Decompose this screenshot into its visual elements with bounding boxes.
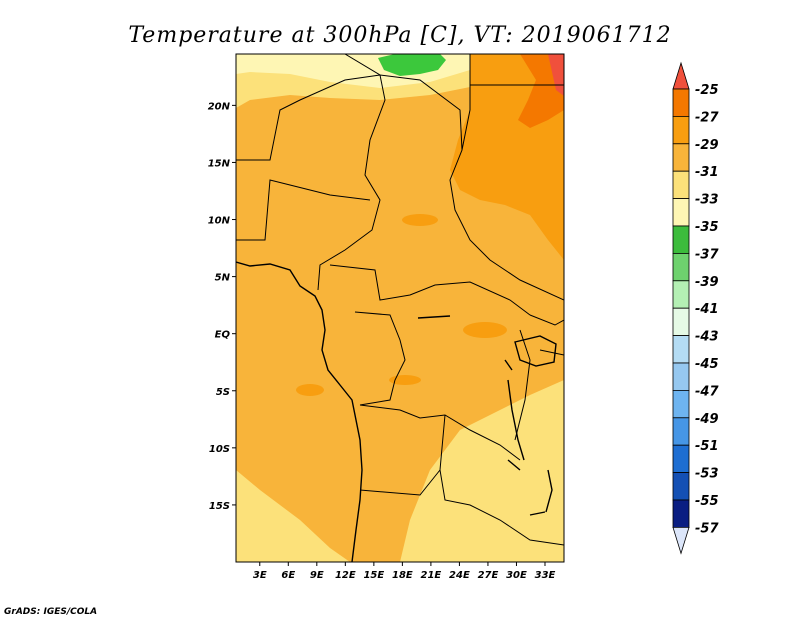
colorbar-swatch [672, 170, 690, 199]
lon-tick-label: 33E [535, 570, 556, 581]
longitude-axis: 3E 6E 9E 12E 15E 18E 21E 24E 27E 30E 33E [253, 562, 556, 581]
latitude-axis: 20N 15N 10N 5N EQ 5S 10S 15S [208, 101, 236, 512]
colorbar-swatch [672, 198, 690, 227]
lake-victoria [514, 335, 557, 367]
colorbar-label: -25 [695, 83, 719, 98]
lon-tick-label: 12E [335, 570, 356, 581]
lat-tick-label: EQ [215, 330, 231, 341]
colorbar-label: -39 [695, 275, 719, 290]
lon-tick-label: 15E [363, 570, 384, 581]
colorbar-swatch [672, 307, 690, 337]
colorbar-swatch [672, 389, 690, 419]
lon-tick-label: 21E [421, 570, 442, 581]
colorbar-label: -45 [695, 357, 719, 372]
colorbar-label: -29 [695, 138, 719, 153]
lat-tick-label: 15S [209, 501, 230, 512]
lat-tick-label: 20N [208, 101, 231, 112]
lon-tick-label: 30E [506, 570, 527, 581]
lon-tick-label: 18E [392, 570, 413, 581]
colorbar-label: -49 [695, 412, 719, 427]
lake-tanganyika [507, 379, 525, 461]
colorbar-top-arrow [672, 61, 690, 90]
grads-credit: GrADS: IGES/COLA [4, 607, 97, 617]
colorbar-label: -31 [695, 165, 719, 180]
field-green-patch [378, 54, 446, 76]
lat-tick-label: 5N [215, 273, 231, 284]
lat-tick-label: 10S [209, 444, 230, 455]
colorbar-label: -51 [695, 439, 719, 454]
colorbar-label: -57 [695, 521, 719, 536]
field-blob-3 [389, 375, 421, 385]
field-blob-4 [296, 384, 324, 396]
colorbar-swatch [672, 116, 690, 145]
lat-tick-label: 10N [208, 216, 231, 227]
lon-tick-label: 9E [310, 570, 324, 581]
colorbar-label: -53 [695, 467, 719, 482]
colorbar-swatch [672, 252, 690, 282]
colorbar-swatch [672, 472, 690, 501]
colorbar-swatch [672, 143, 690, 172]
lake-lines [417, 315, 546, 516]
colorbar-swatch [672, 225, 690, 254]
field-blob-1 [402, 214, 438, 226]
colorbar-label: -47 [695, 384, 719, 399]
colorbar: -25 -27 -29 -31 -33 -35 -37 -39 -41 -43 -45 -47 -49 -… [672, 61, 719, 555]
plot-title: Temperature at 300hPa [C], VT: 201906171… [128, 23, 671, 48]
colorbar-label: -37 [695, 247, 719, 262]
colorbar-swatch [672, 499, 690, 528]
coastline-west [236, 261, 363, 562]
map-frame [235, 53, 565, 563]
lake-malawi [545, 469, 553, 513]
colorbar-label: -41 [695, 302, 719, 317]
lon-tick-label: 3E [253, 570, 267, 581]
lon-tick-label: 6E [281, 570, 295, 581]
field-southwest-light [236, 470, 350, 562]
colorbar-swatch [672, 444, 690, 474]
map-borders [236, 54, 564, 562]
colorbar-label: -43 [695, 330, 719, 345]
colorbar-swatch [672, 362, 690, 391]
colorbar-swatch [672, 335, 690, 364]
lat-tick-label: 15N [208, 158, 231, 169]
border-lines [236, 54, 564, 546]
lat-tick-label: 5S [216, 387, 230, 398]
colorbar-swatch [672, 280, 690, 309]
lon-tick-label: 27E [478, 570, 499, 581]
lon-tick-label: 24E [449, 570, 470, 581]
colorbar-swatch [672, 417, 690, 446]
field-blob-2 [463, 322, 507, 338]
colorbar-label: -27 [695, 110, 719, 125]
temperature-field [236, 54, 564, 562]
colorbar-swatch [672, 88, 690, 117]
colorbar-bottom-arrow [672, 527, 690, 555]
colorbar-label: -35 [695, 220, 719, 235]
colorbar-label: -55 [695, 494, 719, 509]
field-southeast-light [400, 380, 564, 562]
colorbar-label: -33 [695, 193, 719, 208]
